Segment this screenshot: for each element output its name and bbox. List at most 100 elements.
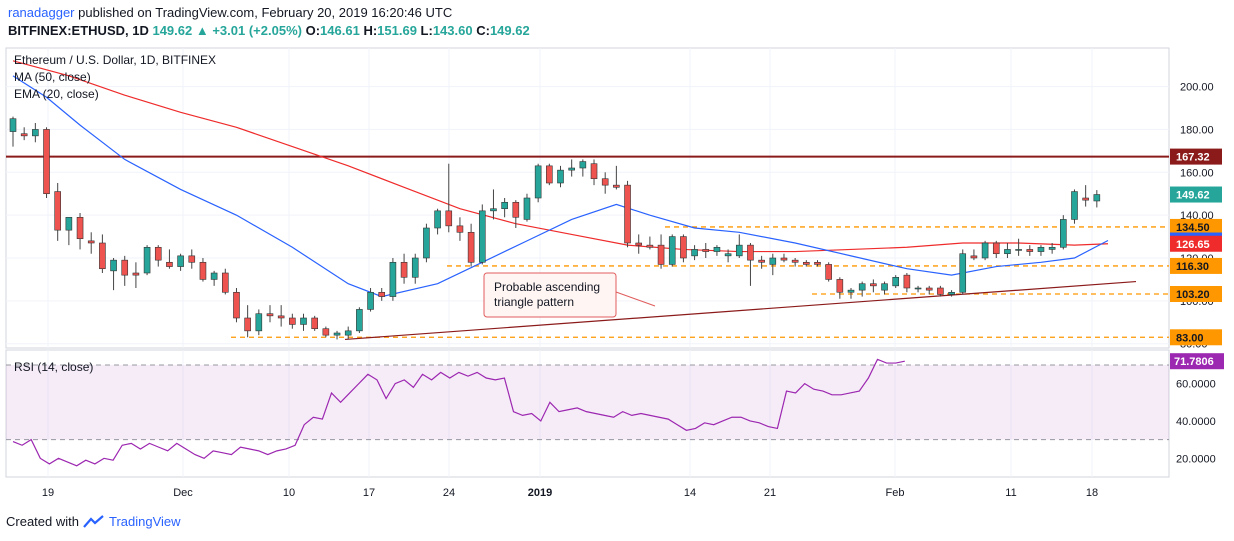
candle-up [423,227,430,259]
candle-up [110,259,117,272]
annotation-pointer [615,291,656,307]
candle-down [445,210,453,227]
candle-up [858,283,866,291]
legend: Ethereum / U.S. Dollar, 1D, BITFINEX MA (… [14,53,216,374]
tradingview-link[interactable]: TradingView [108,514,181,529]
candle-up [948,291,955,295]
time-tick-label: 14 [684,487,696,499]
level-tag-83-bg [1170,329,1222,346]
rsi-band-fill [6,364,1169,440]
level-tag-116-bg [1170,257,1222,274]
candle-down [590,163,598,180]
candle-up [847,289,855,293]
rsi-tick-label: 20.0000 [1176,453,1216,465]
candle-down [378,291,386,297]
last-price-tag-bg [1170,186,1222,203]
publish-line: ranadagger published on TradingView.com,… [8,5,452,20]
symbol-line: BITFINEX:ETHUSD, 1D 149.62 ▲ +3.01 (+2.0… [8,23,530,38]
indicator-lines [12,60,1109,298]
candle-up [9,118,17,132]
candle-up [735,244,743,257]
candle-down [870,283,877,287]
candle-down [467,231,475,263]
candle-down [266,313,274,317]
tradingview-logo-icon [83,514,104,528]
candle-up [579,161,587,169]
candle-up [300,317,307,325]
candle-up [210,272,218,280]
ascending-trendline [344,280,1137,341]
ma-tag: 126.65 [1176,239,1210,251]
candle-down [601,178,609,186]
rsi-last-tag: 71.7806 [1174,356,1214,368]
author-link[interactable]: ranadagger [8,5,75,20]
candle-down [657,244,665,265]
candle-up [1060,219,1067,248]
candle-up [981,242,989,259]
level-tag-134: 134.50 [1176,222,1210,234]
candle-down [244,317,251,332]
annotation-text: Probable ascending [494,280,600,294]
candle-down [613,184,620,188]
candle-up [367,291,374,310]
ema-20-line [12,75,1109,298]
candle-up [389,261,397,297]
price-tick-label: 180.00 [1180,124,1214,136]
candle-up [65,216,73,231]
candles [9,116,1101,340]
time-tick-label: 18 [1086,487,1098,499]
time-tick-label: Feb [886,487,905,499]
candle-down [99,242,106,270]
level-lines [6,155,1169,341]
candle-up [333,332,341,336]
candle-down [1082,197,1089,201]
ema-legend: EMA (20, close) [14,87,99,101]
candle-down [970,255,978,259]
ma-legend: MA (50, close) [14,70,91,84]
candle-up [769,257,777,265]
level-tag-103: 103.20 [1176,289,1210,301]
candle-down [132,272,140,276]
candle-down [702,249,710,252]
candle-down [512,201,520,218]
candle-up [1093,194,1101,202]
candle-up [255,313,263,332]
candle-down [836,279,844,293]
candle-down [188,255,196,263]
open-value: 146.61 [320,23,360,38]
candle-up [557,169,564,184]
candle-up [411,257,419,278]
candle-up [1037,246,1045,252]
level-tag-103-bg [1170,286,1222,302]
price-chart[interactable]: 200.00180.00160.00140.00120.00100.0080.0… [0,44,1234,512]
candle-down [456,225,464,233]
ma-50-line [12,60,1109,253]
low-value: 143.60 [432,23,473,38]
candle-down [233,291,240,319]
candle-up [914,287,922,290]
price-tick-label: 160.00 [1180,167,1214,179]
candle-up [434,210,441,229]
candle-up [177,255,184,267]
candle-up [959,253,967,293]
candle-down [289,317,296,325]
symbol-label: BITFINEX:ETHUSD, 1D [8,23,149,38]
time-tick-label: Dec [173,487,193,499]
candle-down [166,261,173,267]
last-price-tag: 149.62 [1176,190,1210,202]
level-tag-83: 83.00 [1176,332,1204,344]
price-tick-label: 200.00 [1180,82,1214,94]
time-tick-label: 10 [283,487,295,499]
last-price: 149.62 [152,23,193,38]
candle-up [32,129,39,137]
open-label: O: [305,23,321,38]
candle-up [478,210,486,263]
candle-up [1015,249,1022,251]
candle-up [1048,246,1056,250]
rsi-tag-bg [1170,353,1224,370]
candle-down [780,257,788,261]
candle-up [691,249,698,257]
candle-down [322,328,330,336]
candle-up [523,197,531,220]
